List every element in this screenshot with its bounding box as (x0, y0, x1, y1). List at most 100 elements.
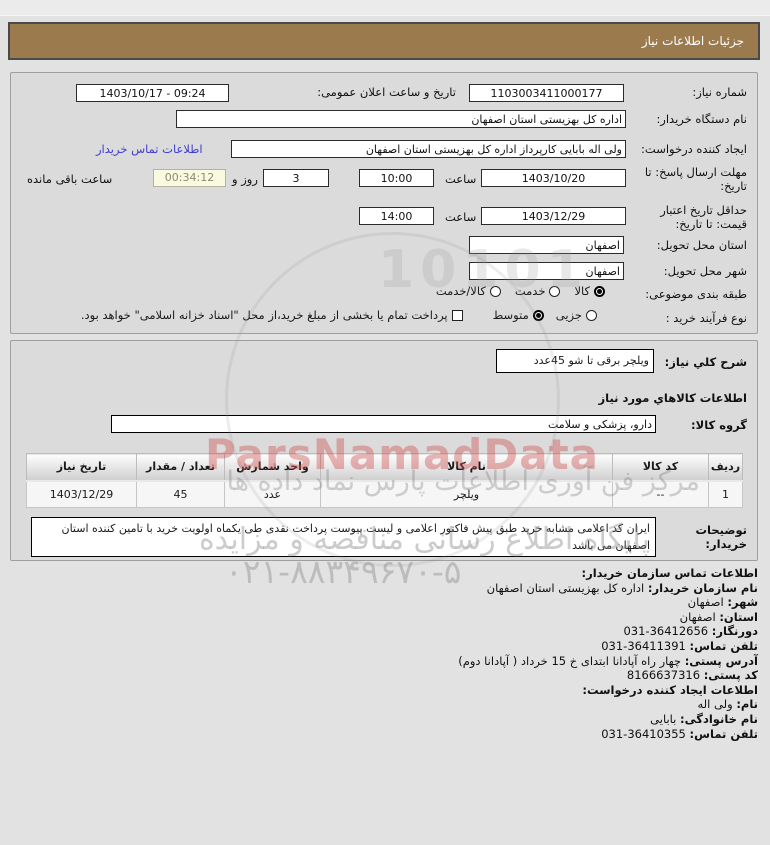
radio-goods-service[interactable]: کالا/خدمت (436, 284, 501, 298)
contact-line: تلفن تماس: 36410355-031 (12, 727, 758, 742)
treasury-checkbox-label: پرداخت تمام یا بخشی از مبلغ خرید،از محل … (80, 308, 448, 322)
org-contact-heading: اطلاعات تماس سازمان خریدار: (581, 566, 758, 580)
contact-line: نام: ولی اله (12, 697, 759, 712)
radio-service-label: خدمت (514, 284, 546, 298)
postal-code-label: کد پستی: (703, 668, 758, 683)
radio-goods-icon[interactable] (594, 285, 605, 297)
radio-minor[interactable]: جزیی (556, 308, 597, 322)
radio-goods-label: کالا (574, 284, 590, 298)
need-number-field[interactable] (469, 84, 624, 102)
radio-minor-label: جزیی (555, 308, 582, 322)
contact-line: استان: اصفهان (12, 610, 758, 625)
page-title: جزئیات اطلاعات نیاز (641, 34, 744, 48)
need-number-label: شماره نیاز: (692, 85, 747, 99)
radio-medium[interactable]: متوسط (493, 308, 544, 322)
radio-service-icon[interactable] (549, 285, 561, 297)
validity-hour-label: ساعت (445, 210, 477, 224)
org-name-value: اداره کل بهزیستی استان اصفهان (486, 580, 645, 595)
radio-goods-service-label: کالا/خدمت (435, 284, 486, 298)
buyer-contact-link[interactable]: اطلاعات تماس خریدار (96, 142, 203, 156)
delivery-city-label: شهر محل تحویل: (663, 264, 747, 278)
remaining-days-field[interactable] (263, 169, 329, 187)
treasury-checkbox-option[interactable]: پرداخت تمام یا بخشی از مبلغ خرید،از محل … (81, 308, 463, 322)
goods-info-panel: شرح کلي نياز: ویلچر برقی تا شو 45عدد اطل… (10, 340, 758, 561)
creator-phone-label: تلفن تماس: (689, 726, 758, 741)
buyer-org-label: نام دستگاه خریدار: (656, 112, 747, 126)
countdown-timer: 00:34:12 (153, 169, 226, 187)
radio-goods[interactable]: کالا (574, 284, 605, 298)
announce-datetime-field[interactable] (76, 84, 229, 102)
buyer-remarks-label: توضیحات خریدار: (695, 523, 748, 551)
price-validity-date-field[interactable] (481, 207, 626, 225)
process-type-label: نوع فرآیند خرید : (665, 311, 747, 325)
delivery-province-label: استان محل تحویل: (656, 238, 747, 252)
price-validity-time-field[interactable] (359, 207, 434, 225)
need-info-panel: شماره نیاز: تاریخ و ساعت اعلان عمومی: نا… (10, 72, 758, 334)
cell-quantity: 45 (136, 479, 225, 508)
radio-goods-service-icon[interactable] (489, 285, 501, 297)
postal-code-value: 8166637316 (626, 668, 701, 683)
radio-service[interactable]: خدمت (515, 284, 561, 298)
table-row: 1 -- ویلچر عدد 45 1403/12/29 (26, 479, 743, 508)
address-value: چهار راه آپادانا ابتدای خ 15 خرداد ( آپا… (458, 653, 682, 668)
cell-item-code: -- (612, 479, 709, 508)
delivery-province-field[interactable] (469, 236, 624, 254)
province-value: اصفهان (679, 609, 716, 624)
reply-deadline-time-field[interactable] (359, 169, 434, 187)
province-label: استان: (719, 609, 758, 624)
request-creator-label: ایجاد کننده درخواست: (641, 142, 747, 156)
page-title-bar: جزئیات اطلاعات نیاز (8, 22, 760, 60)
top-strip (0, 0, 770, 16)
contact-line: دورنگار: 36412656-031 (12, 624, 758, 639)
delivery-city-field[interactable] (469, 262, 624, 280)
phone-value: 36411391-031 (601, 638, 686, 653)
city-label: شهر: (727, 595, 758, 610)
goods-group-field[interactable] (111, 415, 656, 433)
col-need-date: تاریخ نیاز (26, 453, 137, 481)
reply-deadline-date-field[interactable] (481, 169, 626, 187)
last-name-value: بابایی (650, 711, 677, 726)
radio-minor-icon[interactable] (586, 309, 597, 321)
treasury-checkbox[interactable] (451, 309, 463, 321)
first-name-value: ولی اله (697, 697, 733, 712)
address-label: آدرس پستی: (684, 653, 758, 668)
announce-datetime-label: تاریخ و ساعت اعلان عمومی: (317, 85, 456, 99)
subject-class-options: کالا خدمت کالا/خدمت (436, 284, 605, 298)
buyer-remarks-box: ایران کد اعلامی مشابه خرید طبق پیش فاکتو… (31, 517, 656, 557)
contact-line: نام خانوادگی: بابایی (12, 712, 758, 727)
col-unit: واحد شمارش (224, 453, 321, 481)
process-type-options: جزیی متوسط پرداخت تمام یا بخشی از مبلغ خ… (81, 308, 597, 322)
reply-deadline-label: مهلت ارسال پاسخ: تا تاریخ: (644, 165, 747, 193)
phone-label: تلفن تماس: (689, 638, 758, 653)
col-item-code: کد کالا (612, 453, 709, 481)
need-desc-box: ویلچر برقی تا شو 45عدد (496, 349, 654, 373)
contact-line: شهر: اصفهان (12, 595, 758, 610)
price-validity-label: حداقل تاریخ اعتبار قیمت: تا تاریخ: (660, 203, 747, 231)
need-desc-label: شرح کلي نياز: (664, 355, 747, 369)
buyer-org-field[interactable] (176, 110, 626, 128)
col-quantity: تعداد / مقدار (136, 453, 225, 481)
col-row-number: ردیف (708, 453, 743, 481)
cell-row-number: 1 (708, 479, 743, 508)
deadline-hour-label: ساعت (445, 172, 477, 186)
cell-item-name: ویلچر (320, 479, 613, 508)
cell-unit: عدد (224, 479, 321, 508)
city-value: اصفهان (687, 595, 724, 610)
goods-group-label: گروه کالا: (691, 418, 747, 432)
fax-value: 36412656-031 (623, 624, 709, 639)
radio-medium-icon[interactable] (532, 309, 544, 321)
first-name-label: نام: (736, 697, 758, 712)
contact-info-section: اطلاعات تماس سازمان خریدار: نام سازمان خ… (12, 566, 758, 741)
contact-line: نام سازمان خریدار: اداره کل بهزیستی استا… (12, 581, 758, 596)
items-heading: اطلاعات کالاهاي مورد نياز (598, 391, 747, 405)
creator-phone-value: 36410355-031 (601, 726, 686, 741)
days-label: روز و (232, 172, 258, 186)
org-name-label: نام سازمان خریدار: (647, 580, 758, 595)
remaining-hours-label: ساعت باقی مانده (27, 172, 113, 186)
last-name-label: نام خانوادگی: (680, 711, 758, 726)
items-table: ردیف کد کالا نام کالا واحد شمارش تعداد /… (26, 453, 743, 508)
cell-need-date: 1403/12/29 (26, 479, 137, 508)
request-creator-field[interactable] (231, 140, 626, 158)
subject-class-label: طبقه بندی موضوعی: (645, 287, 747, 301)
contact-line: کد پستی: 8166637316 (12, 668, 758, 683)
